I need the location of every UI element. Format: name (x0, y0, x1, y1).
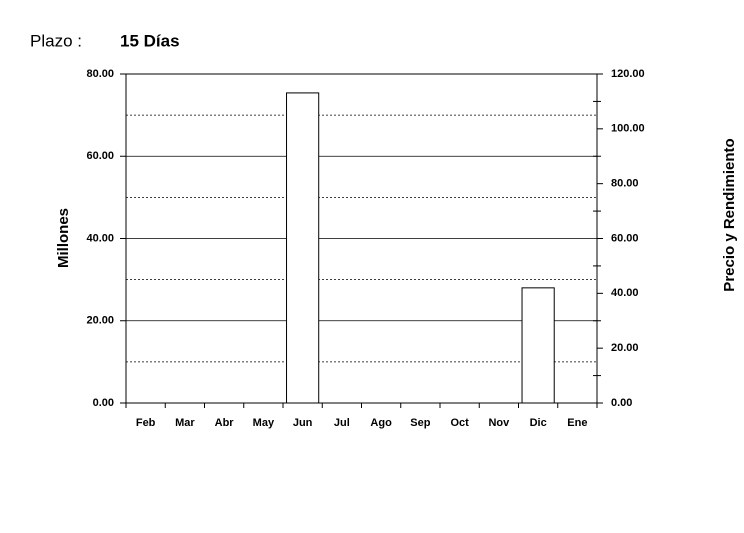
x-tick-label: Oct (450, 417, 469, 429)
x-tick-label: Feb (136, 417, 156, 429)
y2-tick-label: 0.00 (611, 397, 632, 409)
y-tick-label: 60.00 (86, 150, 114, 162)
x-tick-label: Ago (370, 417, 392, 429)
y-axis-label: Millones (55, 208, 72, 268)
x-tick-label: Dic (530, 417, 547, 429)
x-tick-label: Sep (410, 417, 430, 429)
bar (286, 92, 320, 404)
y2-tick-label: 80.00 (611, 178, 639, 190)
y-tick-label: 40.00 (86, 232, 114, 244)
y2-tick-label: 100.00 (611, 123, 645, 135)
y-tick-label: 80.00 (86, 68, 114, 80)
y2-tick-label: 20.00 (611, 342, 639, 354)
y-tick-label: 20.00 (86, 315, 114, 327)
chart-title: Plazo : (30, 31, 82, 50)
x-tick-label: Ene (567, 417, 587, 429)
chart-subtitle: 15 Días (120, 31, 180, 50)
bar (521, 287, 555, 404)
y2-tick-label: 120.00 (611, 68, 645, 80)
y2-tick-label: 60.00 (611, 232, 639, 244)
y2-tick-label: 40.00 (611, 287, 639, 299)
x-tick-label: Jul (334, 417, 350, 429)
y-tick-label: 0.00 (93, 397, 114, 409)
x-tick-label: Mar (175, 417, 195, 429)
y2-axis-label: Precio y Rendimiento (721, 138, 738, 291)
x-tick-label: Jun (293, 417, 313, 429)
x-tick-label: Abr (215, 417, 235, 429)
x-tick-label: May (253, 417, 275, 429)
x-tick-label: Nov (488, 417, 510, 429)
